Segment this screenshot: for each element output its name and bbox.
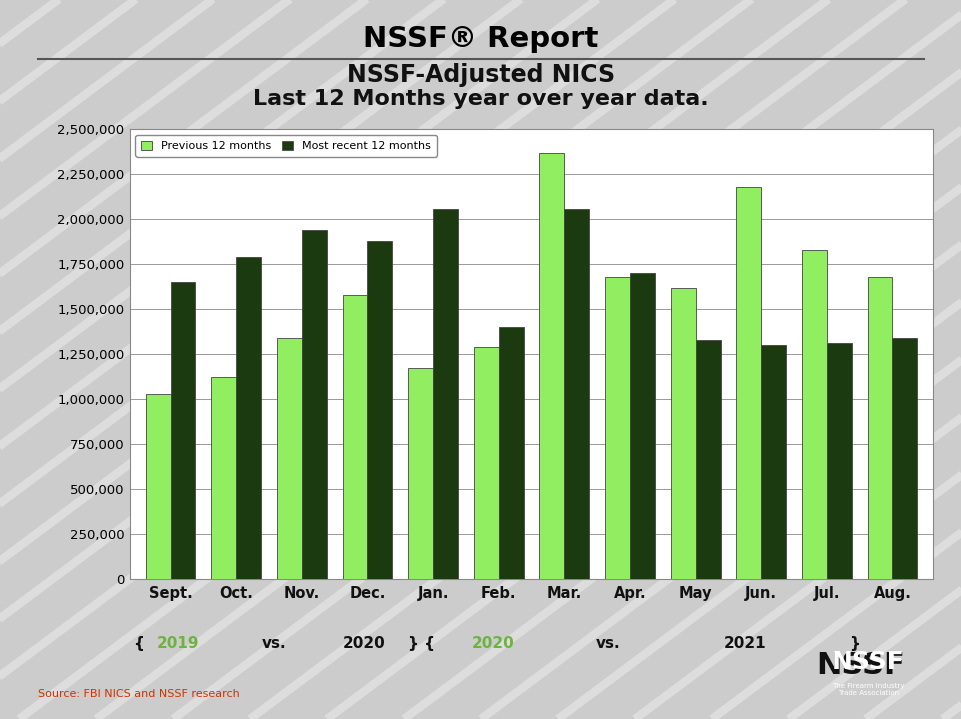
Bar bbox=[367, 241, 392, 579]
Bar bbox=[604, 277, 629, 579]
Text: NSSF: NSSF bbox=[831, 650, 903, 674]
Bar bbox=[302, 230, 327, 579]
Text: NSSF-Adjusted NICS: NSSF-Adjusted NICS bbox=[347, 63, 614, 87]
Bar bbox=[342, 295, 367, 579]
Bar bbox=[629, 273, 654, 579]
Bar bbox=[432, 209, 457, 579]
Text: Source: FBI NICS and NSSF research: Source: FBI NICS and NSSF research bbox=[38, 689, 240, 699]
Bar bbox=[564, 209, 589, 579]
Bar bbox=[539, 153, 564, 579]
Text: 2020: 2020 bbox=[342, 636, 384, 651]
Bar bbox=[801, 250, 825, 579]
Text: 2019: 2019 bbox=[157, 636, 199, 651]
Text: {: { bbox=[135, 636, 150, 651]
Text: vs.: vs. bbox=[595, 636, 620, 651]
Bar bbox=[695, 339, 720, 579]
Legend: Previous 12 months, Most recent 12 months: Previous 12 months, Most recent 12 month… bbox=[136, 135, 436, 157]
Text: vs.: vs. bbox=[261, 636, 286, 651]
Bar bbox=[473, 347, 498, 579]
Text: }: } bbox=[848, 636, 859, 651]
Text: 2020: 2020 bbox=[472, 636, 514, 651]
Bar bbox=[211, 377, 236, 579]
Bar bbox=[498, 327, 523, 579]
Text: The Firearm Industry
Trade Association: The Firearm Industry Trade Association bbox=[831, 682, 903, 696]
Bar bbox=[236, 257, 260, 579]
Bar bbox=[892, 338, 917, 579]
Bar bbox=[277, 338, 302, 579]
Text: Last 12 Months year over year data.: Last 12 Months year over year data. bbox=[253, 89, 708, 109]
Bar bbox=[170, 282, 195, 579]
Bar bbox=[670, 288, 695, 579]
Bar bbox=[735, 187, 760, 579]
Bar bbox=[145, 394, 170, 579]
Bar bbox=[825, 344, 850, 579]
Text: NSSF: NSSF bbox=[816, 651, 904, 679]
Text: NSSF® Report: NSSF® Report bbox=[363, 25, 598, 53]
Bar bbox=[867, 277, 892, 579]
Bar bbox=[407, 368, 432, 579]
Text: 2021: 2021 bbox=[724, 636, 766, 651]
Bar bbox=[760, 345, 785, 579]
Text: } {: } { bbox=[407, 636, 434, 651]
